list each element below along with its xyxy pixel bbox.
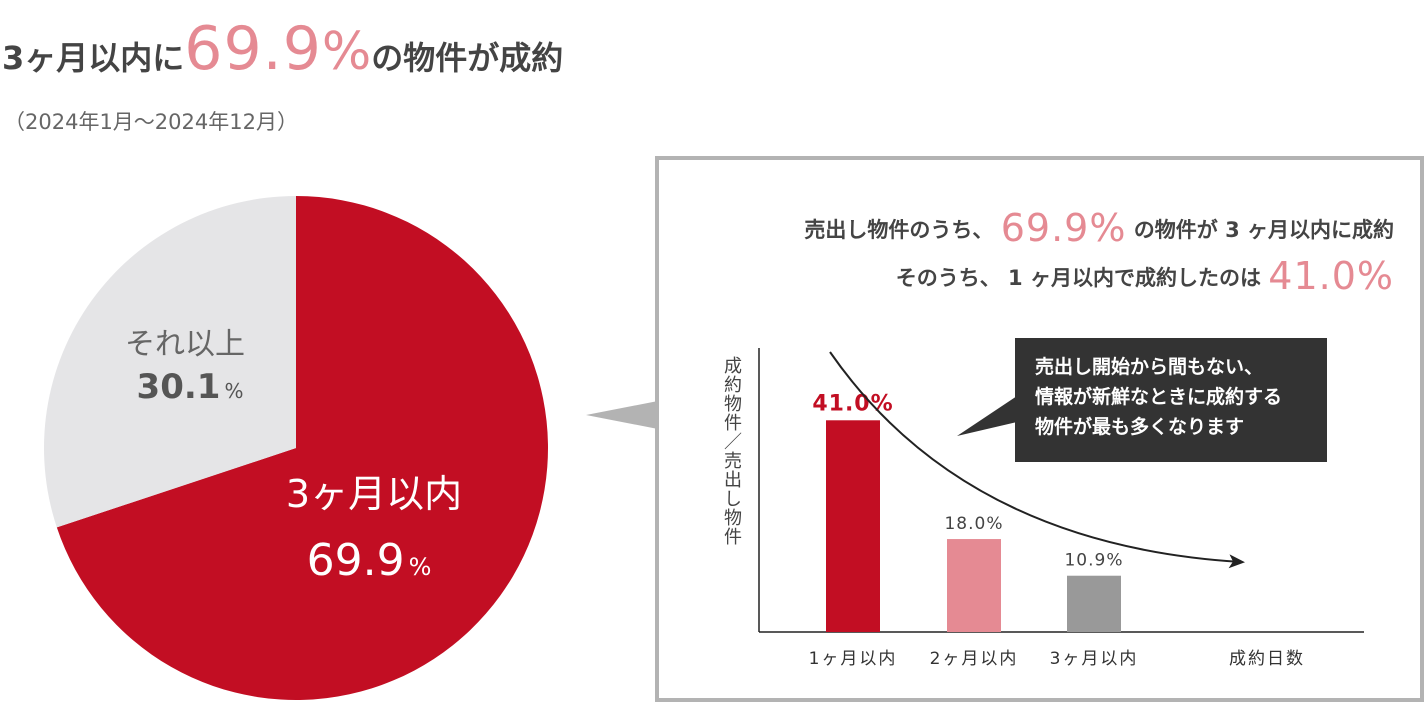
bar-3 — [1067, 575, 1121, 632]
note-line-1: 売出し開始から間もない、 — [1035, 356, 1264, 378]
summary-l1-value: 69.9% — [1000, 206, 1127, 250]
x-tick-label-1: 1ヶ月以内 — [809, 649, 898, 669]
bar-value-label-1: 41.0% — [812, 391, 893, 416]
title-number: 69.9 — [184, 14, 322, 84]
bar-value-label-3: 10.9% — [1064, 551, 1123, 571]
summary-l2-num: 1 — [1008, 266, 1023, 290]
summary-l1-end: ヶ月以内に成約 — [1247, 218, 1394, 242]
trend-arrow — [829, 351, 1245, 569]
summary-line-1: 売出し物件のうち、 69.9% の物件が 3 ヶ月以内に成約 — [804, 206, 1394, 250]
y-axis-title: 成約物件／売出し物件 — [721, 356, 742, 546]
x-tick-label-3: 3ヶ月以内 — [1050, 649, 1139, 669]
summary-l2-before: そのうち、 — [895, 266, 1001, 290]
note-line-2: 情報が新鮮なときに成約する — [1035, 386, 1283, 408]
note-line-3: 物件が最も多くなります — [1035, 416, 1245, 438]
bar-chart: 41.0% 1ヶ月以内 18.0% 2ヶ月以内 10.9% 3ヶ月以内 成約日数 — [758, 348, 1364, 669]
summary-l1-num: 3 — [1225, 218, 1240, 242]
callout-panel: 売出し物件のうち、 69.9% の物件が 3 ヶ月以内に成約 そのうち、 1 ヶ… — [655, 156, 1424, 702]
pie-value-within-num: 69.9 — [307, 535, 405, 586]
x-axis-title: 成約日数 — [1229, 649, 1305, 669]
summary-l2-after: ヶ月以内で成約したのは — [1029, 266, 1261, 290]
bar-1 — [826, 420, 880, 632]
pie-value-within-unit: % — [409, 553, 432, 581]
title-suffix: の物件が成約 — [371, 39, 564, 77]
page-title: 3ヶ月以内に69.9%の物件が成約 — [2, 14, 564, 84]
callout-pointer — [586, 401, 658, 429]
pie-chart: それ以上 30.1% 3ヶ月以内 69.9% — [43, 196, 549, 700]
title-prefix: 3ヶ月以内に — [2, 39, 185, 77]
pie-label-within: 3ヶ月以内 — [286, 472, 462, 516]
summary-l1-before: 売出し物件のうち、 — [804, 218, 994, 242]
pie-value-within: 69.9% — [307, 535, 432, 586]
summary-line-2: そのうち、 1 ヶ月以内で成約したのは 41.0% — [896, 254, 1394, 298]
pie-slice-more — [43, 196, 297, 528]
x-tick-label-2: 2ヶ月以内 — [930, 649, 1019, 669]
period-label: （2024年1月〜2024年12月） — [4, 110, 298, 134]
summary-l2-value: 41.0% — [1268, 254, 1394, 298]
pie-value-more-num: 30.1 — [137, 367, 221, 407]
note-box: 売出し開始から間もない、 情報が新鮮なときに成約する 物件が最も多くなります — [1015, 338, 1327, 462]
bar-2 — [947, 539, 1001, 632]
pie-slice-within-3-months — [56, 196, 549, 700]
pie-value-more-unit: % — [224, 379, 243, 403]
pie-value-more: 30.1% — [137, 367, 244, 407]
title-unit: % — [321, 22, 372, 82]
pie-label-more: それ以上 — [125, 327, 245, 362]
note-tail — [957, 396, 1017, 436]
bar-value-label-2: 18.0% — [944, 514, 1003, 534]
summary-l1-after: の物件が — [1133, 218, 1218, 242]
